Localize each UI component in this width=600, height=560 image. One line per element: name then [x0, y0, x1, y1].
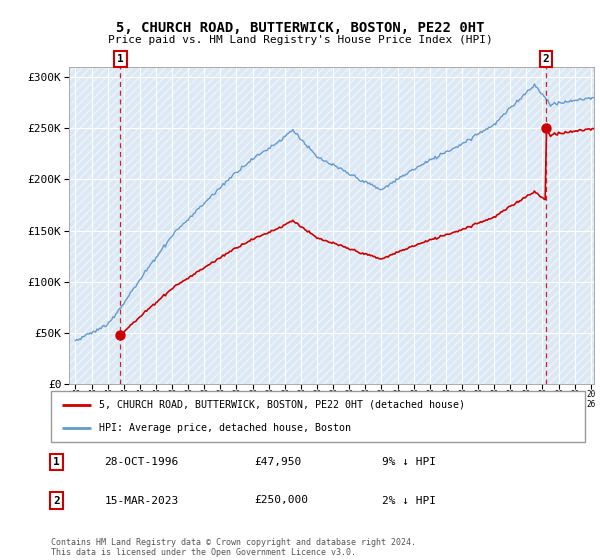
Text: 2: 2: [53, 496, 60, 506]
Text: Contains HM Land Registry data © Crown copyright and database right 2024.
This d: Contains HM Land Registry data © Crown c…: [51, 538, 416, 557]
Text: Price paid vs. HM Land Registry's House Price Index (HPI): Price paid vs. HM Land Registry's House …: [107, 35, 493, 45]
Text: 2% ↓ HPI: 2% ↓ HPI: [382, 496, 436, 506]
Text: HPI: Average price, detached house, Boston: HPI: Average price, detached house, Bost…: [99, 423, 351, 433]
Text: 15-MAR-2023: 15-MAR-2023: [104, 496, 179, 506]
Text: £250,000: £250,000: [254, 496, 308, 506]
Text: 9% ↓ HPI: 9% ↓ HPI: [382, 457, 436, 467]
FancyBboxPatch shape: [51, 391, 585, 442]
Text: 5, CHURCH ROAD, BUTTERWICK, BOSTON, PE22 0HT: 5, CHURCH ROAD, BUTTERWICK, BOSTON, PE22…: [116, 21, 484, 35]
Bar: [69, 67, 594, 384]
Text: 5, CHURCH ROAD, BUTTERWICK, BOSTON, PE22 0HT (detached house): 5, CHURCH ROAD, BUTTERWICK, BOSTON, PE22…: [99, 400, 465, 410]
Text: 28-OCT-1996: 28-OCT-1996: [104, 457, 179, 467]
Text: 1: 1: [117, 54, 124, 64]
Text: £47,950: £47,950: [254, 457, 301, 467]
Text: 2: 2: [542, 54, 549, 64]
Text: 1: 1: [53, 457, 60, 467]
